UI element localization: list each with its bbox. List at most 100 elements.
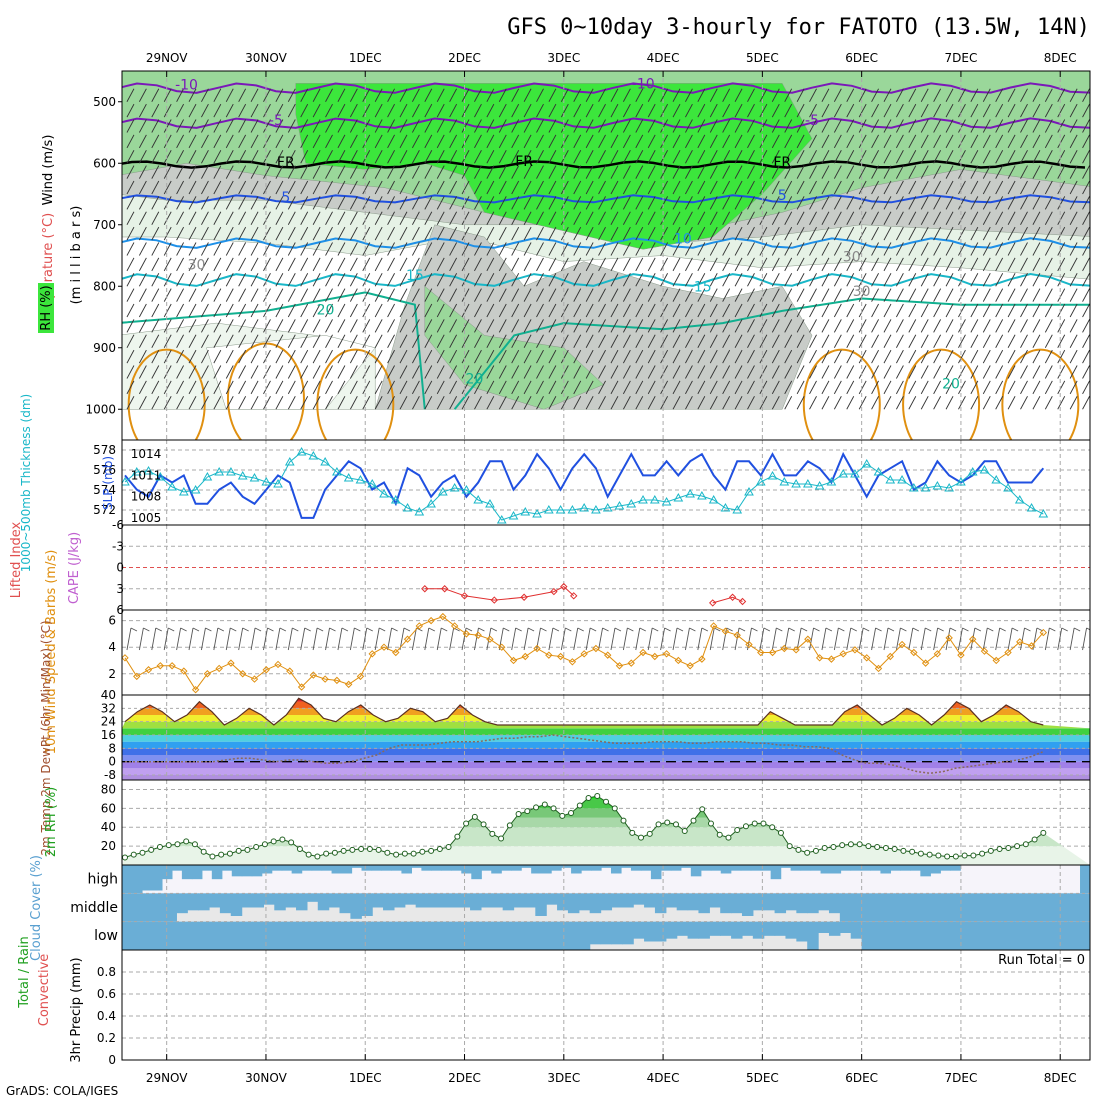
- wind-barb: [821, 103, 830, 118]
- rh-marker: [366, 845, 373, 852]
- rh-marker: [541, 801, 548, 808]
- wind-barb: [908, 119, 917, 133]
- rh-marker: [576, 802, 583, 809]
- wind-barb: [995, 180, 1004, 195]
- wind-barb: [1032, 380, 1041, 395]
- wind-barb: [486, 226, 495, 241]
- wind-barb: [201, 319, 209, 333]
- wind-barb: [263, 319, 271, 333]
- wind-speed-marker: [898, 640, 906, 649]
- wind-barb: [635, 165, 644, 179]
- wind-barb: [722, 380, 731, 395]
- rh-marker: [218, 851, 225, 858]
- top-date-label: 30NOV: [245, 51, 287, 65]
- isotherm-10: [122, 237, 1090, 249]
- wind-barb: [498, 165, 507, 179]
- wind-barb: [250, 226, 259, 241]
- wind-barb: [151, 396, 160, 410]
- wind-barb: [685, 273, 693, 287]
- wind-speed-marker: [439, 612, 447, 621]
- precip-ytick: 0.2: [97, 1031, 116, 1045]
- wind-barb: [399, 396, 408, 410]
- wind-barb: [188, 303, 197, 318]
- rh-ytick: 40: [101, 820, 116, 834]
- wind-barb-flag: [403, 627, 411, 632]
- cloud-bar: [301, 865, 313, 871]
- rh-marker: [935, 852, 942, 859]
- rh-marker: [795, 846, 802, 853]
- cloud-bar: [241, 921, 254, 950]
- cloud-bar: [535, 893, 547, 916]
- rh-marker: [603, 798, 610, 805]
- wind-barb: [871, 334, 879, 348]
- wind-barb: [312, 396, 321, 410]
- cloud-bar: [415, 893, 428, 908]
- cloud-bar: [785, 921, 797, 939]
- rh-legend-swatch: [38, 283, 54, 333]
- wind-barb: [238, 396, 247, 410]
- wind-barb: [176, 196, 185, 210]
- cloud-bar: [502, 893, 515, 911]
- wind-barb: [585, 134, 594, 149]
- rh-marker: [410, 850, 417, 857]
- wind-barb: [1082, 380, 1090, 395]
- wind-barb: [1082, 365, 1090, 379]
- wind-barb: [709, 180, 718, 195]
- wind-barb: [995, 334, 1004, 348]
- wind-barb: [672, 349, 681, 364]
- wind-barb: [213, 365, 222, 379]
- wind-barb: [1082, 396, 1090, 410]
- wind-barb-10m: [933, 627, 939, 651]
- wind-barb: [933, 349, 942, 364]
- wind-barb: [412, 273, 420, 287]
- wind-barb: [871, 119, 879, 133]
- cloud-bar: [860, 865, 872, 871]
- wind-barb: [250, 288, 259, 302]
- wind-barb: [560, 349, 569, 364]
- wind-barb: [858, 196, 867, 210]
- wind-barb: [958, 380, 966, 395]
- wind-barb: [945, 349, 954, 364]
- cloud-bar: [731, 921, 743, 939]
- wind-barb: [796, 226, 805, 241]
- wind-barb: [1082, 273, 1090, 287]
- wind-barb: [685, 165, 693, 179]
- wind-barb: [622, 119, 631, 133]
- wind-barb: [449, 334, 458, 348]
- top-date-label: 4DEC: [647, 51, 680, 65]
- wind-barb: [548, 365, 557, 379]
- wind-barb: [163, 319, 172, 333]
- wind-barb: [474, 319, 482, 333]
- lifted-index-marker: [460, 592, 469, 600]
- cloud-bar: [176, 921, 188, 950]
- wind-barb: [685, 180, 693, 195]
- wind-barb: [486, 134, 495, 149]
- wind-barb: [362, 103, 371, 118]
- wind-barb: [325, 257, 333, 272]
- wind-barb: [945, 165, 954, 179]
- wind-barb: [883, 334, 892, 348]
- wind-barb: [511, 380, 520, 395]
- wind-barb: [436, 119, 445, 133]
- wind-barb: [362, 211, 371, 225]
- wind-barb-flag: [304, 627, 311, 632]
- wind-barb: [598, 334, 606, 348]
- wind-barb: [933, 134, 942, 149]
- wind-barb: [449, 88, 458, 102]
- thickness-marker: [473, 494, 484, 504]
- wind-barb: [697, 150, 706, 164]
- wind-barb: [933, 196, 942, 210]
- wind-barb: [498, 242, 507, 256]
- wind-barb: [201, 257, 209, 272]
- wind-barb: [436, 349, 445, 364]
- wind-barb: [424, 103, 433, 118]
- wind-speed-marker: [874, 664, 883, 673]
- wind-barb: [1069, 396, 1078, 410]
- wind-barb: [771, 303, 780, 318]
- lifted-index-marker: [728, 593, 737, 601]
- cloud-bar: [950, 865, 961, 871]
- wind-barb: [1032, 349, 1041, 364]
- wind-barb: [474, 288, 482, 302]
- wind-barb-10m: [610, 627, 616, 651]
- wind-barb: [883, 103, 892, 118]
